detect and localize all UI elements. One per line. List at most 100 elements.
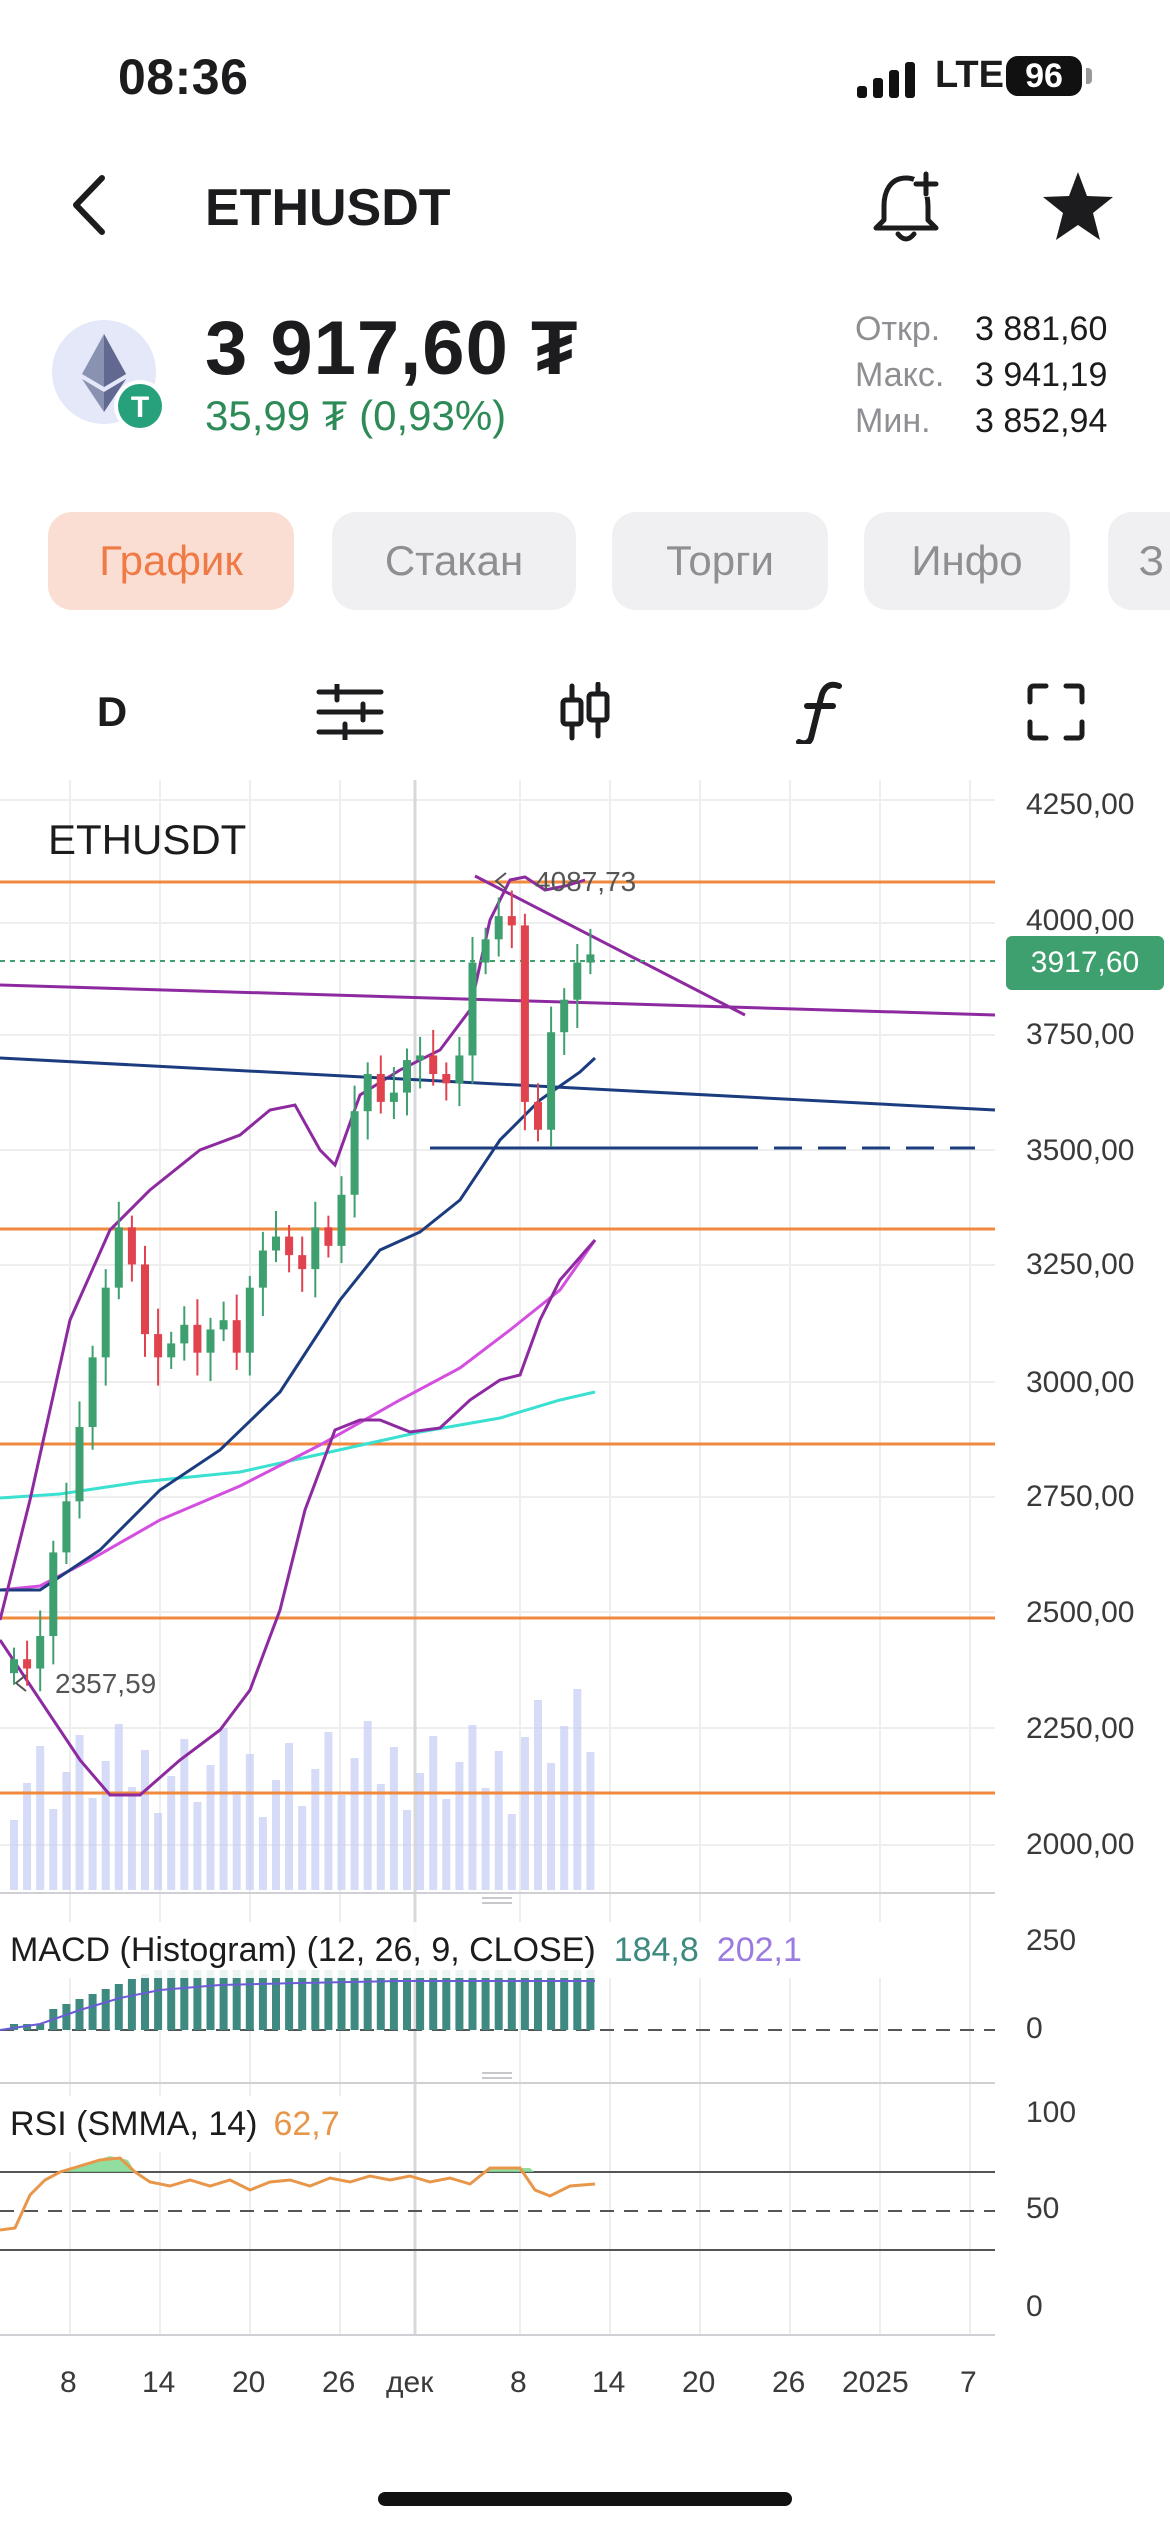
macd-y-label: 250: [1026, 1924, 1077, 1957]
battery-cap: [1086, 68, 1092, 84]
volume-bar: [127, 1787, 136, 1890]
fullscreen-button[interactable]: [1016, 672, 1096, 752]
low-marker-arrow: [14, 1674, 27, 1692]
macd-bar: [416, 1970, 425, 2030]
blue-ma-line: [0, 1056, 597, 1592]
candle-up: [455, 1055, 464, 1084]
chevron-left-icon: [73, 175, 105, 235]
volume-bar: [88, 1798, 97, 1890]
macd-title: MACD (Histogram) (12, 26, 9, CLOSE): [10, 1930, 596, 1969]
x-axis-label: 20: [682, 2366, 716, 2399]
y-axis-label: 2250,00: [1026, 1712, 1135, 1745]
macd-bar: [507, 1970, 516, 2030]
indicators-button[interactable]: [780, 672, 860, 752]
x-axis-label: 14: [592, 2366, 626, 2399]
bollinger-lower-line: [0, 1239, 597, 1797]
x-axis-label: дек: [386, 2366, 434, 2399]
volume-bar: [154, 1813, 163, 1890]
macd-bar: [573, 1970, 582, 2030]
rsi-value: 62,7: [273, 2104, 340, 2143]
candle-up: [62, 1501, 71, 1553]
volume-bar: [272, 1780, 280, 1890]
candle-up: [49, 1552, 58, 1636]
tab-chart[interactable]: График: [48, 512, 294, 610]
candle-down: [376, 1074, 385, 1102]
x-axis-label: 26: [772, 2366, 806, 2399]
candle-down: [193, 1324, 202, 1353]
macd-bar: [206, 1970, 215, 2030]
volume-bar: [389, 1747, 398, 1890]
volume-bar: [534, 1700, 542, 1890]
macd-bar: [560, 1970, 569, 2030]
volume-bar: [10, 1820, 18, 1890]
candle-down: [232, 1320, 241, 1353]
macd-bar: [245, 1970, 254, 2030]
interval-button[interactable]: D: [72, 672, 152, 752]
chart-type-button[interactable]: [545, 672, 625, 752]
macd-legend: MACD (Histogram) (12, 26, 9, CLOSE) 184,…: [0, 1922, 900, 1978]
rsi-y-label: 50: [1026, 2192, 1060, 2225]
volume-bar: [455, 1762, 464, 1890]
price-chart[interactable]: [0, 780, 1170, 2400]
rsi-overbought-fill-a: [60, 2156, 135, 2172]
volume-bar: [114, 1724, 123, 1890]
candle-up: [75, 1427, 84, 1502]
volume-bar: [560, 1726, 569, 1890]
macd-bar: [180, 1970, 189, 2030]
macd-bar: [272, 1970, 280, 2030]
eth-logo-icon: T: [48, 316, 168, 436]
candle-up: [363, 1074, 372, 1112]
candle-down: [285, 1236, 294, 1256]
rsi-line: [0, 2156, 596, 2232]
candle-up: [403, 1060, 411, 1093]
tab-trades[interactable]: Торги: [612, 512, 828, 610]
candle-down: [141, 1264, 149, 1335]
favorite-button[interactable]: [1040, 170, 1116, 242]
volume-bar: [23, 1783, 32, 1890]
macd-histogram: [10, 1970, 595, 2030]
macd-bar: [468, 1970, 477, 2030]
tab-info[interactable]: Инфо: [864, 512, 1070, 610]
volume-bar: [36, 1746, 45, 1890]
candle-up: [10, 1659, 18, 1674]
stat-high-label: Макс.: [855, 356, 945, 394]
y-axis-label: 3750,00: [1026, 1018, 1135, 1051]
macd-bar: [520, 1970, 529, 2030]
tab-orderbook[interactable]: Стакан: [332, 512, 576, 610]
back-button[interactable]: [62, 170, 122, 240]
home-indicator[interactable]: [378, 2492, 792, 2506]
macd-bar: [389, 1970, 398, 2030]
volume-bar: [547, 1763, 556, 1890]
candle-down: [534, 1101, 542, 1130]
macd-bar: [101, 1989, 110, 2030]
stat-open-value: 3 881,60: [975, 310, 1108, 348]
candle-up: [88, 1357, 97, 1427]
tab-more[interactable]: З: [1108, 512, 1170, 610]
bell-plus-icon: [873, 171, 939, 242]
low-annotation: 2357,59: [55, 1668, 157, 1699]
candle-up: [272, 1236, 280, 1251]
macd-bar: [298, 1970, 307, 2030]
macd-bar: [258, 1970, 267, 2030]
macd-bar: [219, 1970, 228, 2030]
indicator-settings-button[interactable]: [310, 672, 390, 752]
volume-bar: [520, 1737, 529, 1890]
volume-bar: [337, 1795, 346, 1890]
x-axis-label: 7: [960, 2366, 977, 2399]
high-annotation: 4087,73: [535, 866, 637, 897]
macd-bar: [363, 1970, 372, 2030]
volume-bar: [376, 1784, 385, 1890]
macd-bar: [75, 1999, 84, 2030]
volume-bar: [258, 1817, 267, 1890]
volume-bar: [324, 1732, 333, 1890]
macd-bar: [232, 1970, 241, 2030]
volume-bar: [403, 1810, 411, 1890]
macd-bar: [494, 1970, 503, 2030]
macd-bar: [376, 1970, 385, 2030]
price-alert-button[interactable]: [870, 168, 942, 246]
candle-down: [127, 1227, 136, 1265]
function-icon: [796, 681, 842, 744]
panel-drag-handle: [482, 1897, 512, 2079]
y-axis-label: 2000,00: [1026, 1828, 1135, 1861]
volume-bar: [298, 1806, 307, 1890]
